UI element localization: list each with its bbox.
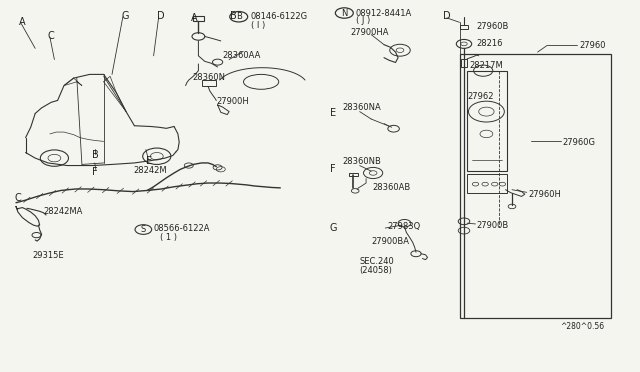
Text: B: B: [92, 151, 99, 160]
Bar: [467, 71, 507, 171]
Bar: [349, 173, 358, 176]
Text: 27983Q: 27983Q: [387, 222, 420, 231]
Text: D: D: [157, 11, 165, 20]
Text: 28360NB: 28360NB: [342, 157, 381, 166]
Text: 27900B: 27900B: [477, 221, 509, 230]
Text: E: E: [146, 156, 152, 166]
Text: 28360AB: 28360AB: [372, 183, 411, 192]
Text: 27960H: 27960H: [528, 190, 561, 199]
Text: 08566-6122A: 08566-6122A: [154, 224, 210, 233]
Text: 28360N: 28360N: [192, 73, 225, 82]
Text: C: C: [14, 193, 21, 203]
Text: F: F: [92, 167, 97, 177]
Text: 28217M: 28217M: [470, 61, 504, 70]
Text: A: A: [19, 17, 26, 26]
Text: 28360AA: 28360AA: [223, 51, 261, 60]
Text: 08912-8441A: 08912-8441A: [356, 9, 412, 17]
Text: (24058): (24058): [359, 266, 392, 275]
Bar: [467, 174, 507, 193]
Text: A: A: [191, 13, 197, 23]
Text: 27962: 27962: [467, 92, 493, 101]
Bar: [193, 16, 204, 21]
Text: 27900HA: 27900HA: [351, 28, 389, 37]
Text: S: S: [141, 225, 146, 234]
Text: G: G: [122, 11, 129, 20]
Text: 27960B: 27960B: [477, 22, 509, 31]
Text: SEC.240: SEC.240: [359, 257, 394, 266]
Text: 27960G: 27960G: [562, 138, 595, 147]
Text: 27900BA: 27900BA: [371, 237, 409, 246]
Text: 29315E: 29315E: [32, 251, 63, 260]
Text: 28360NA: 28360NA: [342, 103, 381, 112]
Text: 28242M: 28242M: [133, 166, 167, 174]
Text: N: N: [341, 9, 348, 17]
Text: ( I ): ( I ): [251, 21, 265, 30]
Text: ^280^0.56: ^280^0.56: [560, 322, 604, 331]
Text: 28216: 28216: [477, 39, 503, 48]
Text: 27900H: 27900H: [216, 97, 249, 106]
Bar: [202, 80, 216, 86]
Text: ( J ): ( J ): [356, 16, 370, 25]
Text: E: E: [330, 108, 336, 118]
Text: B: B: [236, 12, 242, 21]
Text: F: F: [330, 164, 335, 173]
Text: 08146-6122G: 08146-6122G: [251, 12, 308, 21]
Bar: [460, 54, 611, 318]
Text: 27960: 27960: [579, 41, 605, 50]
Bar: [460, 25, 468, 29]
Text: D: D: [443, 11, 451, 20]
Text: B: B: [230, 11, 237, 20]
Text: G: G: [330, 223, 337, 233]
Text: C: C: [48, 32, 55, 41]
Bar: [461, 59, 467, 67]
Text: 28242MA: 28242MA: [44, 207, 83, 216]
Text: ( 1 ): ( 1 ): [160, 233, 177, 242]
